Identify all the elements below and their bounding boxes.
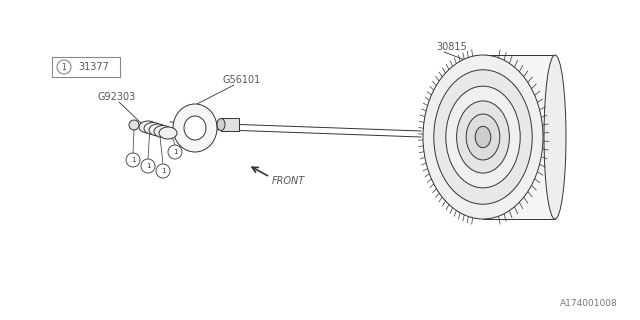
Ellipse shape bbox=[446, 86, 520, 188]
Circle shape bbox=[126, 153, 140, 167]
Circle shape bbox=[156, 164, 170, 178]
Bar bbox=[52, 57, 120, 77]
Text: 31377: 31377 bbox=[79, 62, 109, 72]
Ellipse shape bbox=[139, 121, 157, 133]
Text: 1: 1 bbox=[173, 149, 177, 155]
Text: 1: 1 bbox=[146, 163, 150, 169]
Ellipse shape bbox=[159, 127, 177, 139]
Ellipse shape bbox=[466, 114, 500, 160]
Ellipse shape bbox=[144, 123, 162, 134]
Circle shape bbox=[168, 145, 182, 159]
Text: 1: 1 bbox=[131, 157, 135, 163]
Ellipse shape bbox=[544, 55, 566, 219]
Polygon shape bbox=[483, 55, 555, 219]
Text: G92303: G92303 bbox=[97, 92, 135, 102]
Text: 1: 1 bbox=[61, 62, 67, 71]
Ellipse shape bbox=[434, 70, 532, 204]
Text: A174001008: A174001008 bbox=[560, 299, 618, 308]
Circle shape bbox=[129, 120, 139, 130]
Text: G56101: G56101 bbox=[222, 75, 260, 85]
Ellipse shape bbox=[423, 55, 543, 219]
Circle shape bbox=[57, 60, 71, 74]
Circle shape bbox=[141, 159, 155, 173]
Ellipse shape bbox=[149, 124, 167, 136]
Ellipse shape bbox=[456, 101, 509, 173]
Ellipse shape bbox=[184, 116, 206, 140]
Ellipse shape bbox=[217, 118, 225, 131]
Ellipse shape bbox=[476, 126, 491, 148]
Text: FRONT: FRONT bbox=[272, 176, 305, 186]
Ellipse shape bbox=[154, 125, 172, 138]
Text: 1: 1 bbox=[161, 168, 165, 174]
Ellipse shape bbox=[173, 104, 217, 152]
Bar bbox=[221, 118, 239, 131]
Text: 30815: 30815 bbox=[436, 42, 467, 52]
